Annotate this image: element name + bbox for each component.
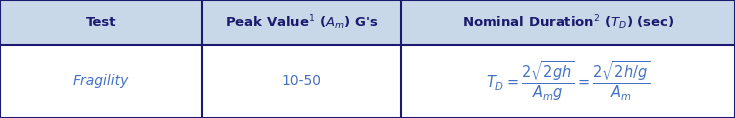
Bar	[0, 45, 202, 118]
Bar	[202, 45, 401, 118]
Bar	[401, 45, 735, 118]
Text: Test: Test	[86, 16, 116, 29]
Text: Fragility: Fragility	[73, 74, 129, 88]
Bar	[202, 0, 401, 45]
Bar	[401, 0, 735, 45]
Bar	[0, 0, 202, 45]
Text: Peak Value$^1$ ($A_m$) G's: Peak Value$^1$ ($A_m$) G's	[225, 13, 378, 32]
Text: Nominal Duration$^2$ ($T_D$) (sec): Nominal Duration$^2$ ($T_D$) (sec)	[462, 13, 674, 32]
Text: $T_D = \dfrac{2\sqrt{2gh}}{A_m g} = \dfrac{2\sqrt{2h/g}}{A_m}$: $T_D = \dfrac{2\sqrt{2gh}}{A_m g} = \dfr…	[486, 60, 650, 103]
Text: 10-50: 10-50	[282, 74, 321, 88]
